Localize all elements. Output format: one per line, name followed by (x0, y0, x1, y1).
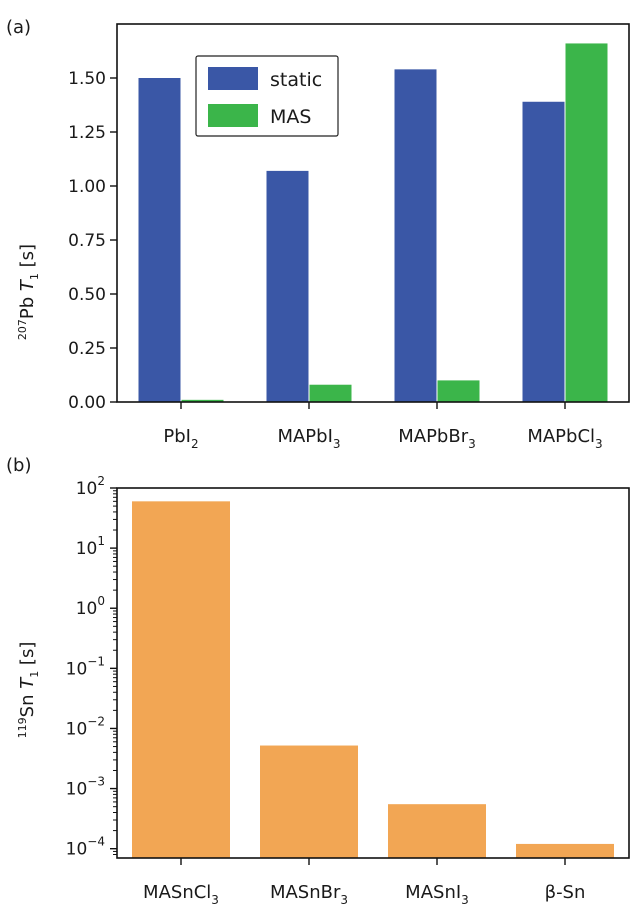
legend-swatch-static (208, 67, 258, 90)
panel-a-frame (116, 23, 630, 403)
panel-a-y-ticks: 0.00 0.25 0.50 0.75 1.00 1.25 1.50 (68, 69, 117, 413)
panel-b-frame (116, 487, 630, 859)
x-tick-label-masncl3: MASnCl3 (143, 882, 219, 907)
y-tick-label: 10−1 (66, 654, 105, 679)
x-tick-label-sn: β-Sn (545, 882, 586, 903)
y-tick-label: 1.50 (68, 69, 106, 89)
y-tick-label: 1.25 (68, 123, 106, 143)
bar-static-mapbbr3 (394, 69, 437, 403)
y-tick-label: 0.75 (68, 231, 106, 251)
y-tick-label: 10−2 (66, 714, 105, 739)
y-tick-label: 0.50 (68, 285, 106, 305)
x-tick-label-masnbr3: MASnBr3 (270, 882, 348, 907)
panel-b-y-ticks: 102 101 100 10−1 10−2 10−3 10−4 (66, 474, 117, 860)
y-tick-label: 0.00 (68, 393, 106, 413)
panel-b-y-axis-label: 119Sn T1 [s] (16, 642, 41, 739)
panel-a-bars (138, 43, 608, 403)
legend-label-static: static (270, 69, 322, 91)
panel-a-label: (a) (6, 17, 31, 38)
panel-b-x-ticks: MASnCl3 MASnBr3 MASnI3 β-Sn (143, 858, 585, 907)
bar-masncl3 (132, 501, 230, 858)
panel-a: (a) 0.00 0.25 0.50 0.75 1.00 1.25 1.50 PbI2 MAP… (6, 17, 630, 451)
x-tick-label-mapbi3: MAPbI3 (277, 426, 340, 451)
panel-a-legend: static MAS (195, 55, 339, 137)
y-tick-label: 101 (76, 534, 105, 559)
panel-b-bars (132, 501, 614, 858)
y-tick-label: 1.00 (68, 177, 106, 197)
bar-static-pbi2 (138, 78, 181, 402)
panel-b-label: (b) (6, 455, 31, 476)
x-tick-label-mapbbr3: MAPbBr3 (398, 426, 476, 451)
bar-sn (516, 843, 614, 858)
bar-static-mapbi3 (266, 170, 309, 402)
bar-mas-mapbi3 (309, 384, 352, 402)
bar-mas-mapbbr3 (437, 380, 480, 402)
y-tick-label: 102 (76, 474, 105, 499)
y-tick-label: 10−4 (66, 835, 105, 860)
bar-masni3 (388, 804, 486, 858)
bar-mas-mapbcl3 (565, 43, 608, 402)
legend-swatch-mas (208, 104, 258, 127)
y-tick-label: 10−3 (66, 775, 105, 800)
y-tick-label: 0.25 (68, 339, 106, 359)
bar-mas-pbi2 (181, 399, 224, 402)
bar-masnbr3 (260, 745, 358, 858)
y-tick-label: 100 (76, 594, 105, 619)
x-tick-label-mapbcl3: MAPbCl3 (527, 426, 602, 451)
panel-a-x-ticks: PbI2 MAPbI3 MAPbBr3 MAPbCl3 (163, 402, 603, 451)
panel-a-y-axis-label: 207Pb T1 [s] (16, 244, 41, 340)
bar-static-mapbcl3 (522, 101, 565, 402)
x-tick-label-pbi2: PbI2 (163, 426, 198, 451)
legend-label-mas: MAS (270, 106, 311, 128)
x-tick-label-masni3: MASnI3 (405, 882, 469, 907)
